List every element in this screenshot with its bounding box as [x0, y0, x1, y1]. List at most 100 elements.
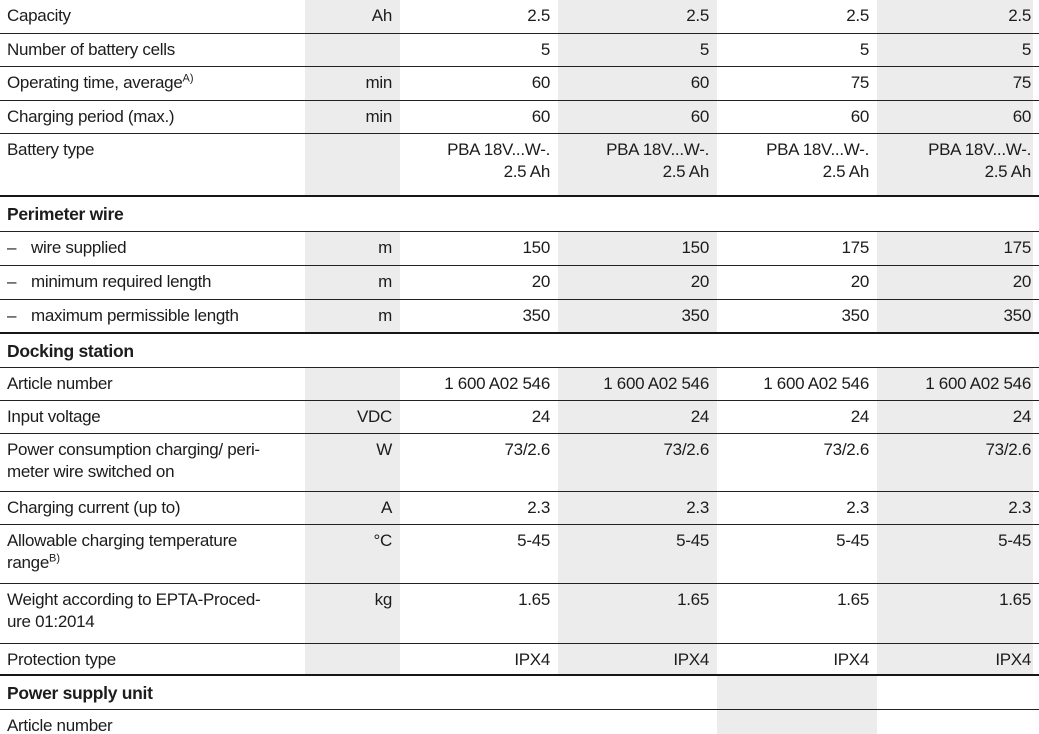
spec-unit: VDC [305, 399, 400, 433]
spec-value: 1.65 [877, 582, 1039, 643]
spec-label-text: Allowable charging temperature range [7, 530, 238, 572]
spec-unit: A [305, 490, 400, 524]
spec-label: Weight according to EPTA-Proced- ure 01:… [0, 582, 305, 643]
spec-value: 20 [717, 264, 877, 299]
spec-label: Input voltage [0, 399, 305, 433]
dash-bullet: – [7, 271, 17, 291]
spec-label: Power consumption charging/ peri- meter … [0, 432, 305, 491]
spec-label: Number of battery cells [0, 32, 305, 66]
spec-value: 1.65 [400, 582, 558, 643]
spec-label-text: Weight according to EPTA-Proced- ure 01:… [7, 589, 261, 631]
spec-value: 24 [558, 399, 717, 433]
spec-value: 24 [717, 399, 877, 433]
section-title: Docking station [0, 332, 1039, 367]
spec-unit: m [305, 298, 400, 333]
table-row: Power consumption charging/ peri- meter … [0, 432, 1039, 491]
spec-value: 350 [558, 298, 717, 333]
table-row: Capacity Ah 2.5 2.5 2.5 2.5 [0, 0, 1039, 33]
spec-label: – minimum required length [0, 264, 305, 299]
spec-value: IPX4 [558, 642, 717, 675]
table-row: Weight according to EPTA-Proced- ure 01:… [0, 582, 1039, 643]
spec-value [717, 674, 877, 709]
spec-value [717, 708, 877, 734]
spec-label-text: Charging current (up to) [7, 497, 181, 517]
spec-value: 5-45 [558, 523, 717, 583]
spec-value: 5-45 [877, 523, 1039, 583]
spec-label: Operating time, averageA) [0, 65, 305, 100]
spec-label-text: Capacity [7, 6, 71, 25]
table-row: – wire supplied m 150 150 175 175 [0, 230, 1039, 265]
spec-value: 2.3 [877, 490, 1039, 524]
section-title: Perimeter wire [0, 195, 1039, 231]
spec-unit: Ah [305, 0, 400, 33]
spec-value: 175 [717, 230, 877, 265]
spec-label: Battery type [0, 132, 305, 196]
footnote-marker: A) [182, 71, 194, 84]
spec-value: 60 [877, 99, 1039, 133]
spec-value: 5-45 [717, 523, 877, 583]
spec-value: 60 [400, 99, 558, 133]
spec-label: Protection type [0, 642, 305, 675]
spec-value: 5 [558, 32, 717, 66]
section-row: Docking station [0, 332, 1039, 367]
spec-unit [305, 708, 400, 734]
spec-value: 73/2.6 [558, 432, 717, 491]
spec-value: 73/2.6 [400, 432, 558, 491]
spec-value [877, 708, 1039, 734]
spec-value: PBA 18V...W-. 2.5 Ah [717, 132, 877, 196]
spec-unit [305, 32, 400, 66]
spec-label-text: Battery type [7, 139, 95, 159]
spec-value: 2.5 [846, 6, 869, 25]
table-row: Operating time, averageA) min 60 60 75 7… [0, 65, 1039, 100]
spec-unit: min [305, 65, 400, 100]
spec-value: 2.3 [400, 490, 558, 524]
spec-value: PBA 18V...W-. 2.5 Ah [400, 132, 558, 196]
spec-unit: min [305, 99, 400, 133]
spec-unit [305, 642, 400, 675]
section-row: Power supply unit [0, 674, 1039, 709]
table-row: Article number [0, 708, 1039, 734]
spec-value [877, 674, 1039, 709]
spec-label: Allowable charging temperature rangeB) [0, 523, 305, 583]
spec-value: 60 [400, 65, 558, 100]
spec-value [400, 708, 558, 734]
spec-value: 73/2.6 [717, 432, 877, 491]
spec-label-text: Operating time, average [7, 72, 183, 92]
spec-label: – wire supplied [0, 230, 305, 265]
table-row: – maximum permissible length m 350 350 35… [0, 298, 1039, 333]
spec-label: – maximum permissible length [0, 298, 305, 333]
spec-unit [305, 132, 400, 196]
spec-value: IPX4 [877, 642, 1039, 675]
table-row: Protection type IPX4 IPX4 IPX4 IPX4 [0, 642, 1039, 675]
spec-label: Charging period (max.) [0, 99, 305, 133]
spec-label-text: Input voltage [7, 406, 101, 426]
table-row: Input voltage VDC 24 24 24 24 [0, 399, 1039, 433]
spec-value: 75 [717, 65, 877, 100]
spec-value: 24 [400, 399, 558, 433]
spec-value: 5 [717, 32, 877, 66]
spec-value: PBA 18V...W-. 2.5 Ah [558, 132, 717, 196]
spec-unit: W [305, 432, 400, 491]
spec-value: 1 600 A02 546 [877, 366, 1039, 400]
spec-value: 20 [877, 264, 1039, 299]
spec-value: 5 [400, 32, 558, 66]
spec-value: 60 [558, 99, 717, 133]
spec-value: 5-45 [400, 523, 558, 583]
spec-label-text: Article number [7, 715, 113, 734]
spec-label-text: wire supplied [31, 237, 127, 257]
spec-label: Article number [0, 366, 305, 400]
spec-value: 60 [558, 65, 717, 100]
spec-value: 20 [558, 264, 717, 299]
table-row: – minimum required length m 20 20 20 20 [0, 264, 1039, 299]
spec-value: PBA 18V...W-. 2.5 Ah [877, 132, 1039, 196]
spec-value: 73/2.6 [877, 432, 1039, 491]
spec-unit: kg [305, 582, 400, 643]
spec-value: 75 [877, 65, 1039, 100]
spec-value: 20 [400, 264, 558, 299]
spec-value: 350 [400, 298, 558, 333]
spec-value: 1 600 A02 546 [558, 366, 717, 400]
table-row: Battery type PBA 18V...W-. 2.5 Ah PBA 18… [0, 132, 1039, 196]
spec-value: 350 [717, 298, 877, 333]
spec-value: 150 [558, 230, 717, 265]
